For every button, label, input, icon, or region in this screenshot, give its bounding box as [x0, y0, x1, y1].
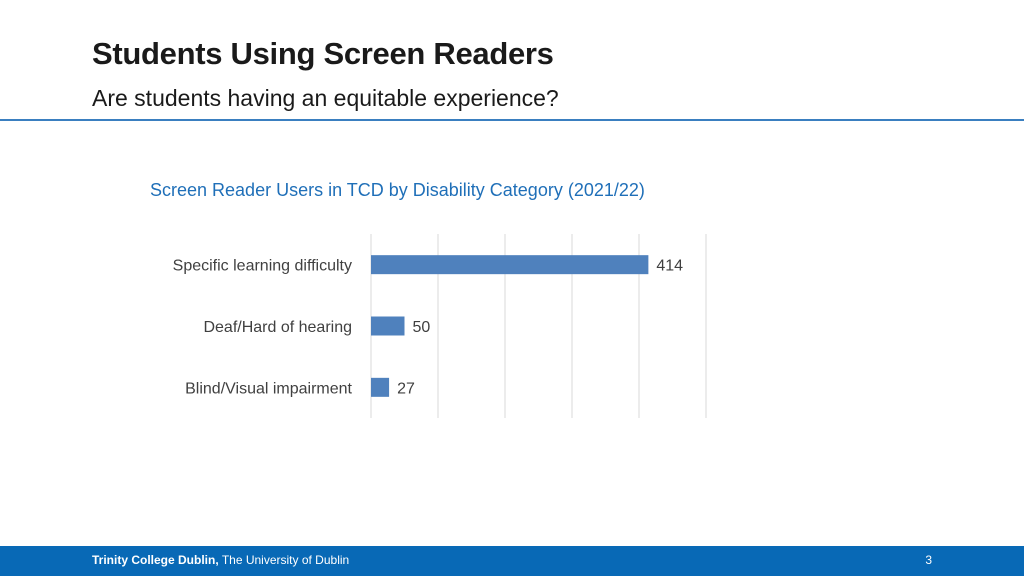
footer-org-name: Trinity College Dublin, [92, 553, 219, 567]
bar [371, 377, 390, 397]
page-number: 3 [925, 553, 932, 567]
slide-subtitle: Are students having an equitable experie… [92, 85, 559, 111]
category-label: Blind/Visual impairment [185, 380, 352, 397]
footer-org-subtitle: The University of Dublin [221, 553, 350, 567]
bar [371, 255, 649, 275]
footer-institution: Trinity College Dublin, The University o… [92, 553, 349, 567]
footer-bar: Trinity College Dublin, The University o… [0, 546, 1024, 576]
category-label: Specific learning difficulty [173, 258, 352, 275]
data-label: 414 [656, 258, 683, 275]
data-label: 50 [413, 319, 431, 336]
category-label: Deaf/Hard of hearing [203, 319, 352, 336]
bar [371, 316, 405, 336]
title-divider [0, 119, 1024, 121]
bar-chart: Specific learning difficulty 414 Deaf/Hard… [173, 234, 707, 418]
chart-title: Screen Reader Users in TCD by Disability… [150, 180, 645, 200]
slide-title: Students Using Screen Readers [92, 36, 554, 71]
data-label: 27 [397, 380, 415, 397]
